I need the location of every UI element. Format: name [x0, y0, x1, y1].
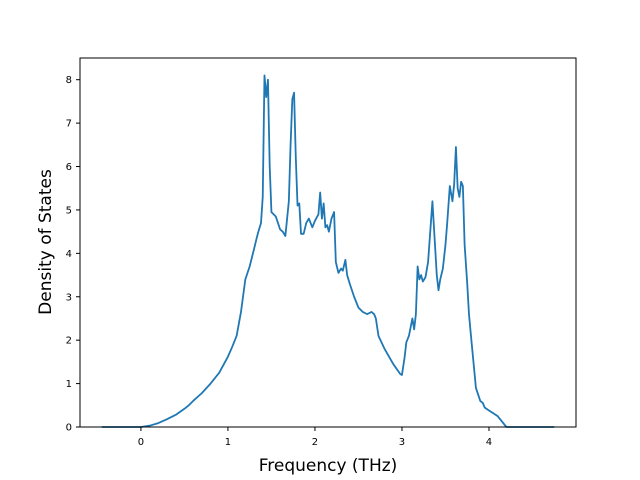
y-tick-label: 4 [66, 249, 72, 260]
y-axis-ticks: 0 1 2 3 4 5 6 7 8 [66, 75, 80, 434]
y-tick-label: 2 [66, 336, 72, 347]
x-tick-label: 3 [399, 437, 405, 448]
y-axis-label: Density of States [36, 169, 56, 315]
x-axis-ticks: 0 1 2 3 4 [138, 427, 492, 448]
x-tick-label: 1 [225, 437, 231, 448]
y-tick-label: 1 [66, 379, 72, 390]
plot-area [101, 74, 555, 428]
y-tick-label: 6 [66, 162, 72, 173]
y-tick-label: 7 [66, 119, 72, 130]
y-tick-label: 8 [66, 75, 72, 86]
y-tick-label: 5 [66, 205, 72, 216]
y-tick-label: 3 [66, 292, 72, 303]
plot-frame [79, 57, 577, 428]
y-tick-label: 0 [66, 423, 72, 434]
x-axis-label: Frequency (THz) [259, 456, 398, 476]
series-line-0 [101, 74, 555, 428]
x-tick-label: 4 [486, 437, 492, 448]
x-tick-label: 2 [312, 437, 318, 448]
x-tick-label: 0 [138, 437, 144, 448]
